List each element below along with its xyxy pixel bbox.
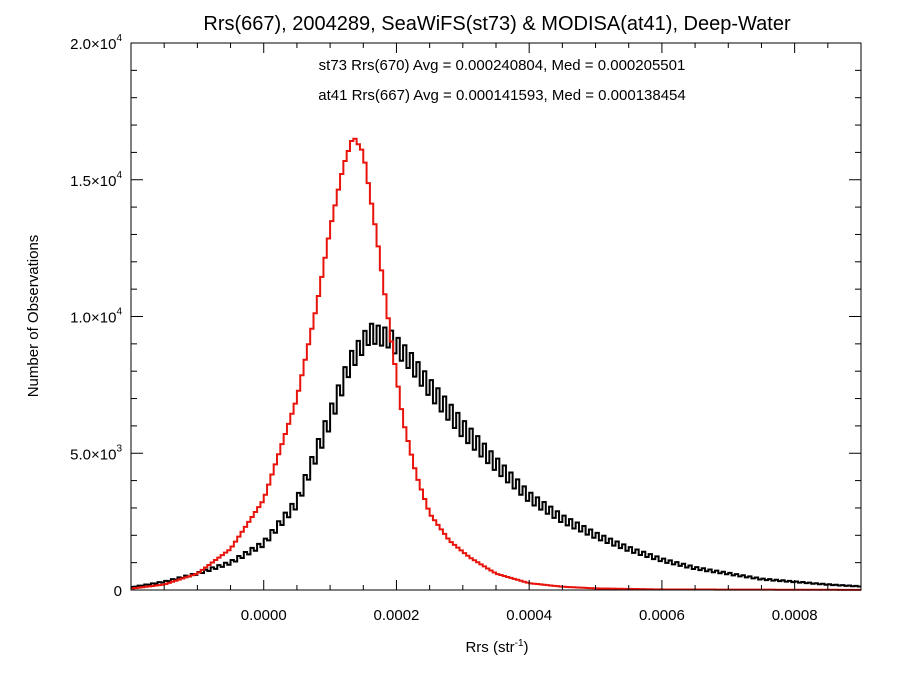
series-layer bbox=[131, 137, 861, 591]
x-tick-label: 0.0008 bbox=[772, 607, 818, 624]
annotation-at41: at41 Rrs(667) Avg = 0.000141593, Med = 0… bbox=[318, 87, 686, 104]
x-tick-label: 0.0000 bbox=[241, 607, 287, 624]
chart-title: Rrs(667), 2004289, SeaWiFS(st73) & MODIS… bbox=[203, 13, 791, 35]
x-tick-label: 0.0002 bbox=[374, 607, 420, 624]
y-tick-label: 1.0×104 bbox=[70, 307, 122, 327]
y-tick-label: 1.5×104 bbox=[70, 170, 122, 190]
x-axis-label: Rrs (str-1) bbox=[465, 638, 528, 656]
x-tick-label: 0.0006 bbox=[639, 607, 685, 624]
y-axis-label: Number of Observations bbox=[25, 235, 42, 398]
y-tick-label: 0 bbox=[114, 583, 122, 600]
annotation-st73: st73 Rrs(670) Avg = 0.000240804, Med = 0… bbox=[319, 57, 686, 74]
series-at41-histogram bbox=[131, 137, 861, 591]
x-tick-label: 0.0004 bbox=[506, 607, 552, 624]
y-tick-label: 5.0×103 bbox=[70, 443, 122, 463]
y-tick-label: 2.0×104 bbox=[70, 33, 122, 53]
axis-layer: 0.0000 0.0002 0.0004 0.0006 0.0008 0 5.0×103 1.… bbox=[70, 33, 862, 624]
plot-frame bbox=[130, 42, 862, 591]
series-st73-histogram bbox=[131, 322, 861, 588]
